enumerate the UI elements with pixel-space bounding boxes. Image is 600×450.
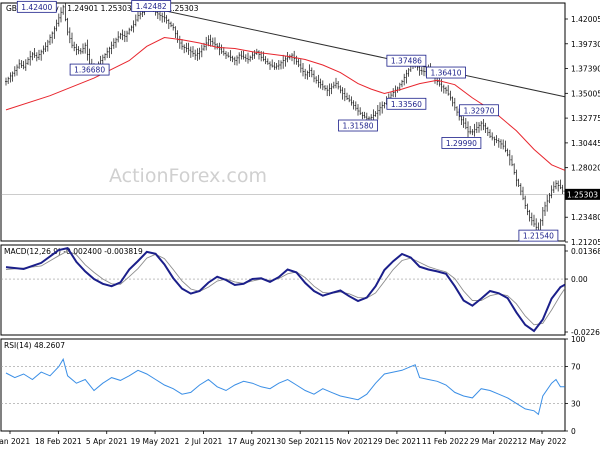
last-price-text: 1.25303 xyxy=(567,190,598,199)
price-axis-label: 1.28020 xyxy=(571,164,600,173)
rsi-panel-frame xyxy=(0,338,566,432)
price-label-box xyxy=(518,229,559,242)
x-axis-label: 2 Jul 2021 xyxy=(185,437,223,446)
macd-axis-label: 0.00 xyxy=(571,275,588,284)
rsi-line xyxy=(5,357,565,416)
price-panel-frame xyxy=(0,2,566,242)
price-label-text: 1.31580 xyxy=(342,122,373,131)
x-axis-label: 18 Feb 2021 xyxy=(35,437,82,446)
macd-panel-frame xyxy=(0,244,566,336)
price-label-box xyxy=(131,0,172,12)
watermark-text: ActionForex.com xyxy=(109,165,267,187)
x-axis-label: 15 Nov 2021 xyxy=(325,437,373,446)
price-label-box xyxy=(441,137,482,149)
price-label-box xyxy=(16,0,57,13)
price-label-text: 1.36410 xyxy=(430,69,461,78)
price-label-text: 1.42482 xyxy=(136,2,167,11)
x-axis-label: 30 Sep 2021 xyxy=(276,437,324,446)
price-label-box xyxy=(426,66,466,79)
trendline xyxy=(146,6,565,98)
x-axis-label: 5 Jan 2021 xyxy=(0,437,30,446)
last-price-box xyxy=(565,188,600,200)
grid-lines xyxy=(1,194,565,404)
price-label-box xyxy=(459,104,499,117)
macd-axis-label: 0.013686 xyxy=(571,247,600,256)
price-axis-label: 1.39730 xyxy=(571,40,600,49)
price-label-text: 1.33560 xyxy=(391,100,422,109)
price-label-text: 1.42400 xyxy=(21,3,52,12)
x-axis-label: 5 Apr 2021 xyxy=(86,437,128,446)
price-axis-label: 1.32775 xyxy=(571,114,600,123)
moving-average-line xyxy=(5,36,565,171)
price-label-text: 1.37486 xyxy=(391,57,422,66)
rsi-axis-label: 100 xyxy=(571,335,586,344)
x-axis-label: 17 Aug 2021 xyxy=(228,437,276,446)
rsi-axis-label: 0 xyxy=(571,427,576,436)
price-axis-label: 1.42005 xyxy=(571,15,600,24)
macd-line xyxy=(5,246,566,333)
price-axis-label: 1.21205 xyxy=(571,238,600,247)
moving-average xyxy=(5,36,565,171)
price-label-text: 1.29990 xyxy=(446,139,477,148)
price-label-box xyxy=(386,54,427,67)
rsi-panel-title: RSI(14) 48.2607 xyxy=(4,341,65,350)
price-labels: 1.42400 1.42482 1.36680 1.37486 1.36410 1.335… xyxy=(16,0,559,242)
x-axis-label: 12 May 2022 xyxy=(518,437,567,446)
macd-axis-label: -0.022698 xyxy=(571,328,600,337)
price-series xyxy=(5,0,566,234)
price-label-text: 1.21540 xyxy=(523,232,554,241)
price-axis-label: 1.30445 xyxy=(571,139,600,148)
trendline-line xyxy=(146,6,565,98)
rsi-series xyxy=(5,357,565,416)
rsi-axis-label: 30 xyxy=(571,399,581,408)
price-axis-label: 1.37390 xyxy=(571,65,600,74)
macd-panel-title: MACD(12,26,9) -0.002400 -0.003819 xyxy=(4,247,143,256)
price-label-text: 1.32970 xyxy=(463,106,494,115)
price-label-box xyxy=(69,63,110,76)
price-label-box xyxy=(338,119,378,132)
x-axis-label: 11 Feb 2022 xyxy=(422,437,469,446)
price-label-text: 1.36680 xyxy=(74,66,105,75)
x-axis-label: 29 Mar 2022 xyxy=(470,437,518,446)
x-axis-label: 29 Dec 2021 xyxy=(373,437,421,446)
price-axis-label: 1.23480 xyxy=(571,213,600,222)
y-axis-labels: 1.42005 1.39730 1.37390 1.35005 1.32775 1.304… xyxy=(565,15,600,436)
macd-series xyxy=(5,246,566,333)
price-axis-label: 1.35005 xyxy=(571,89,600,98)
rsi-axis-label: 70 xyxy=(571,363,581,372)
price-label-box xyxy=(386,97,427,110)
x-axis-label: 19 May 2021 xyxy=(131,437,180,446)
